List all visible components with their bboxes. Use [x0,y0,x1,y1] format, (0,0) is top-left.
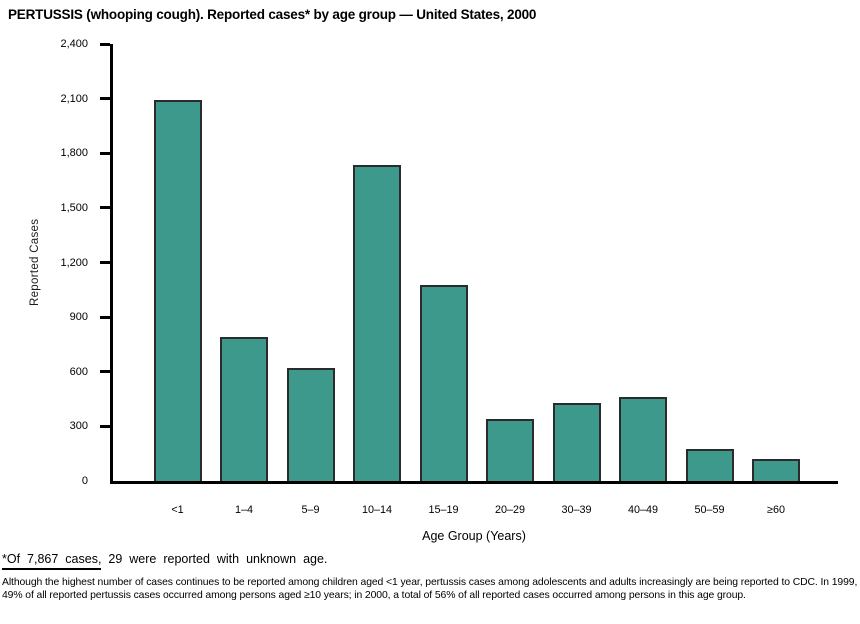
footnote-underlined-text: *Of 7,867 cases, [2,552,102,570]
y-axis-tick [100,151,110,155]
x-tick-label: 30–39 [561,504,592,516]
cases-footnote: *Of 7,867 cases, 29 were reported with u… [2,552,858,570]
y-axis-tick [100,97,110,101]
bar-20–29 [486,419,534,481]
y-axis-tick [100,370,110,374]
y-axis-tick [100,261,110,264]
y-tick-label: 1,200 [60,256,88,269]
y-axis-tick [100,42,110,46]
bar-15–19 [419,285,468,481]
x-tick-label: <1 [171,504,184,516]
y-tick-label: 0 [81,475,88,487]
y-tick-label: 300 [69,420,88,433]
y-axis-tick [100,315,110,319]
y-axis-tick [100,206,110,210]
bar-40–49 [619,397,667,481]
footnote-rest-text: 29 were reported with unknown age. [101,552,328,566]
y-tick-label: 2,100 [60,92,88,105]
x-tick-label: 20–29 [494,504,526,516]
bar-50–59 [685,449,734,481]
x-tick-label: 1–4 [234,504,253,516]
note-paragraph: Although the highest number of cases con… [2,577,858,601]
y-tick-label: 1,500 [60,201,88,214]
x-tick-label: 10–14 [361,504,393,516]
bar-≥60 [752,459,800,481]
bar-<1 [153,100,202,481]
bar-10–14 [353,165,401,481]
bar-5–9 [286,368,335,481]
chart-title: PERTUSSIS (whooping cough). Reported cas… [8,7,537,22]
y-tick-label: 1,800 [60,147,88,160]
y-axis-tick [100,424,110,428]
x-tick-label: 40–49 [627,504,659,516]
x-axis-title: Age Group (Years) [422,529,526,543]
x-tick-label: 50–59 [694,504,725,516]
y-tick-label: 2,400 [60,38,88,50]
x-tick-label: 15–19 [428,504,459,516]
x-tick-label: 5–9 [301,504,320,516]
y-tick-label: 900 [69,311,88,324]
y-tick-label: 600 [69,365,88,378]
bar-1–4 [220,337,268,481]
x-tick-label: ≥60 [767,504,785,516]
bar-30–39 [552,403,601,481]
plot-area [100,42,838,484]
